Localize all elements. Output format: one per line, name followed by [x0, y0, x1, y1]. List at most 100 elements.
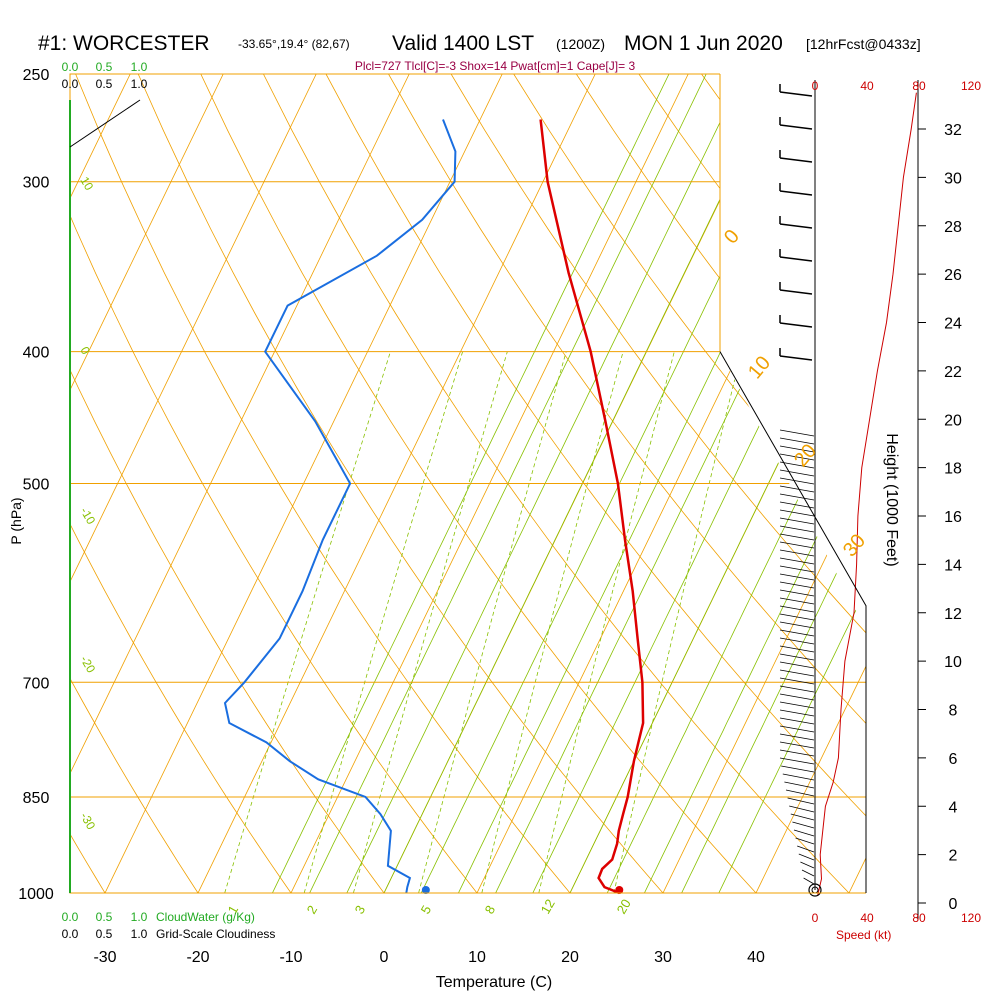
wind-barb-tick	[779, 453, 815, 461]
cloud-water-tick-top: 0.0	[62, 60, 79, 74]
cloud-water-tick-bottom: 0.0	[62, 910, 79, 924]
wind-barb-tick	[803, 877, 815, 885]
wind-speed-tick-bottom: 40	[860, 911, 874, 925]
wind-barb	[779, 315, 813, 328]
pressure-tick-label: 850	[23, 790, 50, 807]
chart-labels: -30 -20 -10 0 10 20 30 402503004005007008501000…	[18, 60, 981, 966]
mixing-ratio-label: 8	[482, 903, 499, 917]
wind-barb-tick	[779, 741, 815, 749]
wind-barb-tick	[792, 821, 815, 829]
wind-barb-tick	[779, 573, 815, 581]
wind-barb-tick	[779, 557, 815, 565]
wind-barb-tick	[779, 685, 815, 693]
wind-barb-tick	[779, 605, 815, 613]
x-tick-label: 40	[747, 949, 765, 966]
wind-barb-tick	[779, 597, 815, 605]
wind-speed-line	[817, 92, 917, 896]
mixing-ratio-label: 20	[614, 896, 634, 916]
wind-barb	[779, 348, 813, 361]
wind-barb-tick	[789, 805, 815, 813]
height-tick-label: 22	[944, 364, 962, 381]
dry-adiabat-line	[388, 74, 866, 893]
cloudiness-diagonal	[69, 99, 141, 148]
wind-barb-tick	[779, 669, 815, 677]
isotherm-line	[942, 74, 1000, 893]
height-tick-label: 30	[944, 170, 962, 187]
dry-adiabat-label: 20	[790, 440, 821, 471]
dry-adiabat-line	[889, 74, 1000, 893]
isotherm-label: -30	[77, 810, 98, 832]
stability-indices: Plcl=727 Tlcl[C]=-3 Shox=14 Pwat[cm]=1 C…	[355, 59, 636, 73]
dry-adiabat-line	[70, 74, 385, 893]
wind-speed-tick-top: 40	[860, 79, 874, 93]
height-axis-title: Height (1000 Feet)	[883, 433, 900, 566]
height-tick-label: 8	[949, 703, 958, 720]
wind-barb-tick	[779, 565, 815, 573]
surface-temperature-point	[615, 886, 624, 894]
wind-speed-label: Speed (kt)	[836, 928, 891, 942]
height-tick-label: 10	[944, 654, 962, 671]
x-axis-title: Temperature (C)	[436, 974, 552, 991]
wind-barb-tick	[779, 541, 815, 549]
cloudiness-tick-top: 0.5	[96, 77, 113, 91]
dry-adiabat-label: 0	[720, 226, 744, 249]
wind-barb	[779, 282, 813, 295]
wind-barb-tick	[784, 781, 815, 789]
dry-adiabat-line	[952, 74, 1000, 893]
wind-barb	[779, 150, 813, 163]
dry-adiabat-label: 30	[839, 530, 870, 561]
wind-barb	[779, 84, 813, 97]
height-tick-label: 14	[944, 557, 962, 574]
isotherm-line	[755, 74, 866, 893]
moist-adiabat-line	[383, 74, 782, 893]
cloud-water-tick-bottom: 1.0	[131, 910, 148, 924]
moist-adiabat-line	[644, 74, 866, 893]
isotherm-label: 0	[77, 344, 93, 357]
wind-barb-tick	[800, 861, 815, 869]
height-tick-label: 2	[949, 848, 958, 865]
moist-adiabat-line	[420, 74, 819, 893]
wind-barb-tick	[779, 693, 815, 701]
wind-barb-tick	[787, 797, 815, 805]
wind-barb-tick	[790, 813, 815, 821]
pressure-tick-label: 250	[23, 67, 50, 84]
dry-adiabat-line	[137, 74, 664, 893]
cloudiness-tick-top: 0.0	[62, 77, 79, 91]
pressure-tick-label: 1000	[18, 886, 54, 903]
isotherm-label: 10	[77, 174, 96, 193]
wind-barb-tick	[793, 829, 815, 837]
height-tick-label: 28	[944, 219, 962, 236]
cloudiness-tick-bottom: 0.5	[96, 927, 113, 941]
wind-barb-tick	[779, 589, 815, 597]
height-tick-label: 4	[949, 799, 958, 816]
dry-adiabat-line	[263, 74, 850, 893]
height-tick-label: 12	[944, 606, 962, 623]
surface-dewpoint-point	[421, 886, 430, 894]
wind-barb-tick	[801, 869, 815, 877]
moist-adiabat-line	[272, 74, 670, 893]
dry-adiabat-line	[200, 74, 757, 893]
wind-speed-tick-bottom: 80	[912, 911, 926, 925]
wind-barb-tick	[779, 493, 815, 501]
forecast-hour: [12hrFcst@0433z]	[806, 36, 921, 52]
wind-barb-tick	[798, 853, 815, 861]
wind-barb-tick	[779, 661, 815, 669]
dewpoint-line	[223, 119, 457, 894]
height-tick-label: 32	[944, 122, 962, 139]
skewed-right-edge	[719, 351, 867, 893]
dry-adiabat-line	[70, 74, 199, 893]
moist-adiabat-line	[606, 74, 866, 893]
pressure-tick-label: 400	[23, 345, 50, 362]
cloudiness-tick-top: 1.0	[131, 77, 148, 91]
wind-barb-tick	[779, 709, 815, 717]
wind-speed-tick-top: 120	[961, 79, 981, 93]
wind-barb-tick	[785, 789, 815, 797]
wind-barb-tick	[779, 469, 815, 477]
valid-time: Valid 1400 LST	[392, 32, 534, 55]
isotherm-line	[848, 74, 866, 893]
wind-barb-tick	[779, 637, 815, 645]
wind-speed-tick-bottom: 120	[961, 911, 981, 925]
profiles	[223, 119, 645, 895]
wind-barb-tick	[779, 653, 815, 661]
